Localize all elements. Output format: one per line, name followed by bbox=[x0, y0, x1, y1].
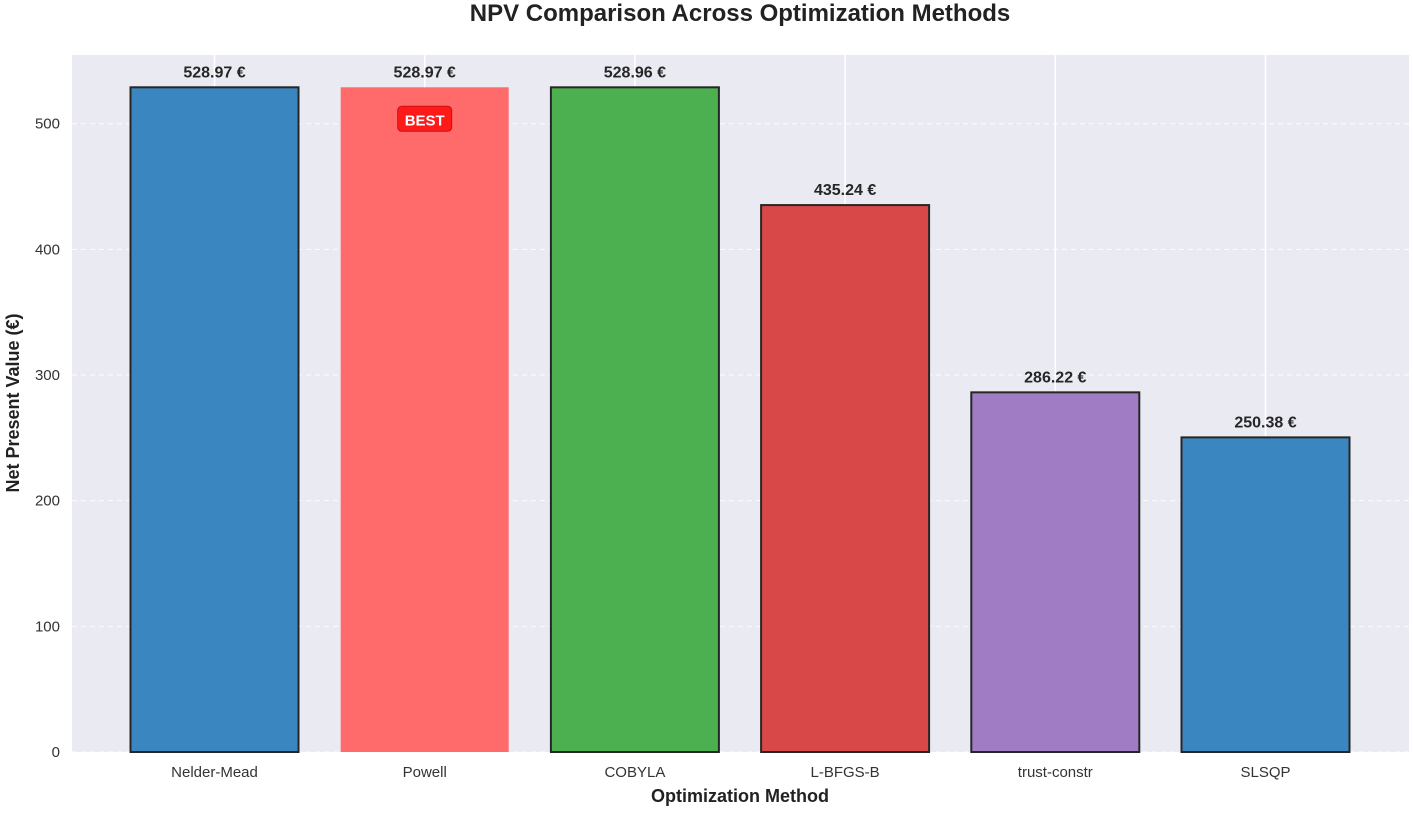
bars bbox=[129, 86, 1351, 754]
bar-nelder-mead bbox=[129, 86, 300, 753]
bar-trust-constr bbox=[970, 391, 1141, 753]
value-label: 528.96 € bbox=[604, 64, 666, 81]
x-tick-label: Powell bbox=[403, 764, 447, 781]
value-label: 528.97 € bbox=[183, 64, 245, 81]
y-tick-label: 300 bbox=[35, 367, 60, 384]
x-axis-ticks: Nelder-Mead Powell COBYLA L-BFGS-B trust-con… bbox=[171, 764, 1290, 781]
x-tick-label: L-BFGS-B bbox=[811, 764, 880, 781]
y-axis-ticks: 0 100 200 300 400 500 bbox=[35, 116, 60, 761]
x-tick-label: SLSQP bbox=[1240, 764, 1290, 781]
chart-title: NPV Comparison Across Optimization Metho… bbox=[470, 0, 1011, 27]
x-tick-label: Nelder-Mead bbox=[171, 764, 258, 781]
value-label: 250.38 € bbox=[1234, 414, 1296, 431]
y-tick-label: 100 bbox=[35, 618, 60, 635]
bar-l-bfgs-b bbox=[760, 204, 931, 754]
value-labels: 528.97 € 528.97 € 528.96 € 435.24 € 286.22 €… bbox=[183, 64, 1296, 431]
value-label: 435.24 € bbox=[814, 182, 876, 199]
bar-cobyla bbox=[549, 86, 720, 754]
y-tick-label: 500 bbox=[35, 116, 60, 133]
bar-slsqp bbox=[1180, 436, 1351, 753]
y-tick-label: 0 bbox=[52, 744, 60, 761]
value-label: 528.97 € bbox=[394, 64, 456, 81]
best-badge-box bbox=[397, 105, 453, 132]
x-tick-label: trust-constr bbox=[1018, 764, 1093, 781]
x-axis-label: Optimization Method bbox=[651, 786, 829, 806]
y-tick-label: 200 bbox=[35, 493, 60, 510]
x-tick-label: COBYLA bbox=[604, 764, 665, 781]
best-badge-label: BEST bbox=[405, 112, 445, 129]
y-tick-label: 400 bbox=[35, 241, 60, 258]
value-label: 286.22 € bbox=[1024, 369, 1086, 386]
y-axis-label: Net Present Value (€) bbox=[3, 313, 23, 492]
bar-powell bbox=[340, 87, 509, 753]
best-badge: BEST bbox=[397, 105, 453, 132]
